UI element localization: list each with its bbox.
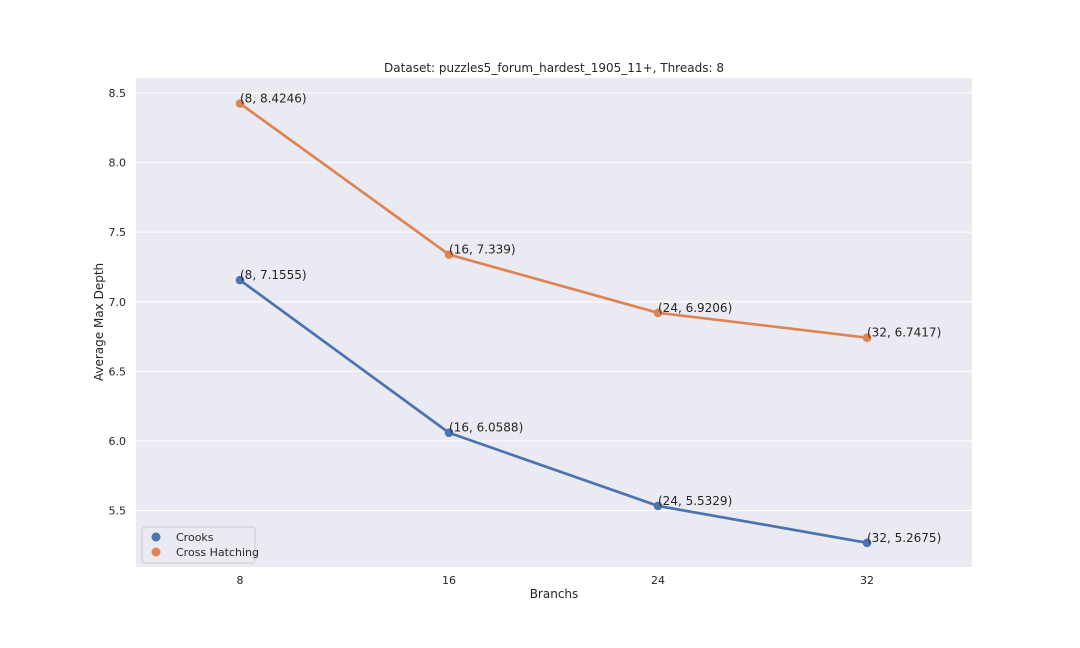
data-label-cross-hatching: (24, 6.9206) xyxy=(658,301,732,315)
data-point-crooks xyxy=(862,538,872,548)
data-point-crooks xyxy=(444,428,454,438)
grid xyxy=(136,92,972,511)
legend-box xyxy=(141,526,256,564)
x-axis-ticks: 8 16 24 32 xyxy=(237,574,875,587)
data-label-crooks: (8, 7.1555) xyxy=(240,268,307,282)
data-label-crooks: (24, 5.5329) xyxy=(658,494,732,508)
data-point-cross-hatching xyxy=(653,308,663,318)
y-axis-ticks: 5.5 6.0 6.5 7.0 7.5 8.0 8.5 xyxy=(109,87,127,518)
x-tick-label: 24 xyxy=(651,574,665,587)
plot-area xyxy=(136,78,972,567)
x-axis-label: Branchs xyxy=(530,587,579,601)
legend-marker-cross-hatching xyxy=(151,547,161,557)
chart-title: Dataset: puzzles5_forum_hardest_1905_11+… xyxy=(384,61,724,75)
data-label-crooks: (32, 5.2675) xyxy=(867,531,941,545)
data-point-cross-hatching xyxy=(862,333,872,342)
data-point-crooks xyxy=(235,275,245,285)
y-tick-label: 6.5 xyxy=(109,365,127,378)
legend: Crooks Cross Hatching xyxy=(141,526,259,564)
data-label-cross-hatching: (8, 8.4246) xyxy=(240,91,307,105)
data-label-cross-hatching: (32, 6.7417) xyxy=(867,326,941,340)
point-labels: (8, 7.1555) (16, 6.0588) (24, 5.5329) (32, … xyxy=(240,91,941,544)
data-label-crooks: (16, 6.0588) xyxy=(449,421,523,435)
y-tick-label: 8.5 xyxy=(109,87,127,100)
data-label-cross-hatching: (16, 7.339) xyxy=(449,243,516,257)
legend-label-crooks: Crooks xyxy=(176,531,214,544)
x-tick-label: 32 xyxy=(860,574,874,587)
y-tick-label: 7.0 xyxy=(109,296,127,309)
data-point-cross-hatching xyxy=(444,250,454,259)
y-tick-label: 8.0 xyxy=(109,157,127,170)
x-tick-label: 16 xyxy=(442,574,456,587)
series-line-cross-hatching xyxy=(238,102,869,340)
y-axis-label: Average Max Depth xyxy=(92,263,106,381)
x-tick-label: 8 xyxy=(237,574,244,587)
series-layer xyxy=(235,99,872,548)
y-tick-label: 7.5 xyxy=(109,226,127,239)
data-point-cross-hatching xyxy=(235,99,245,108)
y-tick-label: 5.5 xyxy=(109,505,127,518)
legend-marker-crooks xyxy=(151,532,161,542)
data-point-crooks xyxy=(653,501,663,511)
series-line-crooks xyxy=(238,278,869,545)
y-tick-label: 6.0 xyxy=(109,435,127,448)
legend-label-cross-hatching: Cross Hatching xyxy=(176,546,259,559)
